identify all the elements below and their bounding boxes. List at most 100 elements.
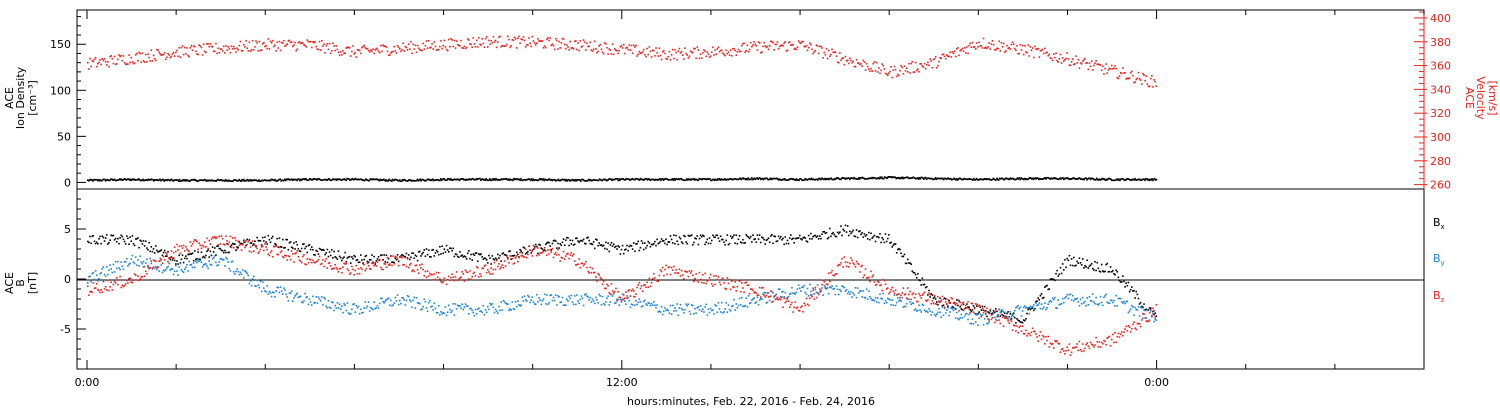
data-point xyxy=(455,303,457,305)
data-point xyxy=(1143,74,1145,76)
data-point xyxy=(809,238,811,240)
data-point xyxy=(489,273,491,275)
data-point xyxy=(197,251,199,253)
data-point xyxy=(997,48,999,50)
data-point xyxy=(549,249,551,251)
data-point xyxy=(644,54,646,56)
data-point xyxy=(626,245,628,247)
data-point xyxy=(147,265,149,267)
data-point xyxy=(260,240,262,242)
data-point xyxy=(1092,69,1094,71)
data-point xyxy=(290,259,292,261)
data-point xyxy=(465,269,467,271)
data-point xyxy=(319,298,321,300)
data-point xyxy=(95,57,97,59)
data-point xyxy=(450,277,452,279)
data-point xyxy=(395,50,397,52)
data-point xyxy=(1021,315,1023,317)
data-point xyxy=(306,252,308,254)
data-point xyxy=(710,274,712,276)
data-point xyxy=(228,268,230,270)
data-point xyxy=(718,47,720,49)
data-point xyxy=(556,254,558,256)
data-point xyxy=(151,246,153,248)
data-point xyxy=(186,264,188,266)
data-point xyxy=(483,305,485,307)
data-point xyxy=(654,241,656,243)
data-point xyxy=(496,311,498,313)
data-point xyxy=(233,46,235,48)
data-point xyxy=(467,253,469,255)
data-point xyxy=(423,275,425,277)
data-point xyxy=(519,180,521,182)
data-point xyxy=(314,254,316,256)
data-point xyxy=(784,178,786,180)
data-point xyxy=(335,267,337,269)
data-point xyxy=(290,241,292,243)
data-point xyxy=(811,238,813,240)
data-point xyxy=(667,56,669,58)
data-point xyxy=(927,311,929,313)
data-point xyxy=(267,235,269,237)
data-point xyxy=(779,289,781,291)
data-point xyxy=(669,51,671,53)
data-point xyxy=(555,240,557,242)
data-point xyxy=(789,237,791,239)
data-point xyxy=(945,312,947,314)
data-point xyxy=(369,51,371,53)
data-point xyxy=(161,264,163,266)
data-point xyxy=(558,41,560,43)
data-point xyxy=(359,273,361,275)
data-point xyxy=(1106,72,1108,74)
data-point xyxy=(595,276,597,278)
data-point xyxy=(994,317,996,319)
data-point xyxy=(340,257,342,259)
data-point xyxy=(905,293,907,295)
data-point xyxy=(583,39,585,41)
data-point xyxy=(373,301,375,303)
data-point xyxy=(335,307,337,309)
data-point xyxy=(991,319,993,321)
data-point xyxy=(266,243,268,245)
data-point xyxy=(245,40,247,42)
data-point xyxy=(684,309,686,311)
data-point xyxy=(350,313,352,315)
data-point xyxy=(584,263,586,265)
data-point xyxy=(351,309,353,311)
data-point xyxy=(647,286,649,288)
bx-series xyxy=(87,225,1157,324)
data-point xyxy=(654,277,656,279)
data-point xyxy=(402,297,404,299)
data-point xyxy=(664,269,666,271)
data-point xyxy=(508,262,510,264)
data-point xyxy=(395,297,397,299)
data-point xyxy=(631,45,633,47)
data-point xyxy=(930,314,932,316)
data-point xyxy=(943,315,945,317)
data-point xyxy=(493,36,495,38)
data-point xyxy=(1075,265,1077,267)
data-point xyxy=(164,259,166,261)
data-point xyxy=(256,237,258,239)
data-point xyxy=(605,43,607,45)
data-point xyxy=(438,254,440,256)
data-point xyxy=(214,236,216,238)
data-point xyxy=(684,47,686,49)
data-point xyxy=(338,271,340,273)
data-point xyxy=(725,240,727,242)
data-point xyxy=(220,243,222,245)
data-point xyxy=(510,255,512,257)
data-point xyxy=(87,285,89,287)
data-point xyxy=(875,241,877,243)
data-point xyxy=(415,45,417,47)
data-point xyxy=(517,300,519,302)
data-point xyxy=(371,51,373,53)
data-point xyxy=(860,234,862,236)
data-point xyxy=(545,250,547,252)
data-point xyxy=(704,50,706,52)
data-point xyxy=(890,66,892,68)
data-point xyxy=(363,259,365,261)
data-point xyxy=(317,302,319,304)
data-point xyxy=(1130,308,1132,310)
data-point xyxy=(798,284,800,286)
